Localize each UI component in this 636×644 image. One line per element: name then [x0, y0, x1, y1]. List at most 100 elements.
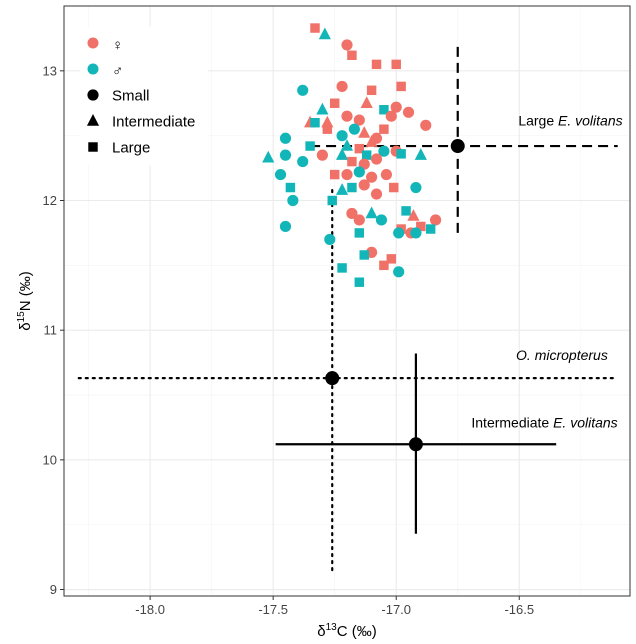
- data-point-male-circle: [336, 130, 348, 142]
- data-point-male-circle: [353, 166, 365, 178]
- data-point-male-triangle: [316, 102, 329, 115]
- data-point-male-square: [396, 149, 406, 159]
- summary-point: [450, 139, 465, 154]
- data-point-male-triangle: [340, 139, 354, 151]
- summary-label-part: O. micropterus: [516, 347, 608, 363]
- data-point-female-triangle: [358, 126, 371, 138]
- data-point-female-circle: [316, 149, 328, 161]
- data-point-male-square: [347, 182, 357, 193]
- data-point-male-circle: [279, 132, 292, 144]
- data-point-female-square: [379, 260, 389, 271]
- data-point-female-square: [322, 124, 333, 134]
- data-point-male-square: [305, 141, 315, 151]
- y-tick-label: 11: [44, 323, 58, 338]
- data-point-male-square: [337, 263, 347, 273]
- data-point-female-square: [386, 254, 397, 264]
- summary-point: [408, 437, 423, 452]
- legend-key-color: [87, 37, 99, 49]
- data-point-female-circle: [341, 168, 353, 181]
- x-axis-title: δ13C (‰): [317, 622, 376, 640]
- data-point-female-triangle: [360, 96, 373, 108]
- y-tick-label: 10: [43, 452, 57, 467]
- data-point-male-circle: [279, 220, 292, 233]
- data-point-male-triangle: [336, 148, 349, 160]
- data-point-male-circle: [287, 194, 299, 207]
- legend-key-shape: [88, 142, 98, 152]
- legend-label: Large: [112, 140, 150, 157]
- data-point-male-circle: [393, 266, 405, 278]
- data-point-female-triangle: [365, 135, 378, 147]
- legend-label: Intermediate: [112, 114, 195, 131]
- summary-points: [325, 139, 465, 452]
- data-point-female-circle: [341, 110, 353, 122]
- data-point-female-triangle: [407, 209, 420, 221]
- summary-label: Large E. volitans: [518, 112, 622, 128]
- data-point-male-circle: [279, 149, 292, 161]
- legend: ♀ ♂ Small Intermediate Large: [80, 27, 208, 165]
- x-tick-label: -18.0: [135, 602, 165, 617]
- data-point-female-circle: [380, 168, 392, 181]
- data-point-male-triangle: [336, 183, 349, 195]
- data-point-male-triangle: [365, 206, 378, 219]
- summary-label: O. micropterus: [516, 347, 608, 363]
- x-axis: -18.0 -17.5 -17.0 -16.5: [135, 596, 534, 617]
- data-point-female-square: [371, 59, 382, 70]
- x-axis-title-rest: C (‰): [337, 623, 377, 640]
- legend-label: ♂: [112, 63, 123, 80]
- data-point-female-circle: [430, 214, 442, 226]
- data-point-female-square: [391, 59, 401, 70]
- data-point-female-square: [310, 23, 320, 33]
- y-axis: 9 10 11 12 13: [43, 63, 64, 597]
- data-point-male-square: [361, 150, 372, 160]
- data-point-female-circle: [358, 179, 370, 191]
- data-point-male-triangle: [262, 150, 275, 163]
- data-point-female-circle: [341, 39, 353, 51]
- summary-label: Intermediate E. volitans: [471, 414, 617, 430]
- data-point-female-circle: [420, 119, 432, 131]
- data-point-male-triangle: [318, 27, 331, 40]
- data-point-female-circle: [390, 101, 402, 113]
- summary-label-part: Large: [518, 112, 558, 128]
- data-point-female-circle: [370, 153, 383, 165]
- data-point-male-circle: [378, 145, 390, 157]
- data-point-female-circle: [370, 188, 383, 200]
- data-point-female-square: [379, 124, 389, 134]
- data-point-male-circle: [410, 227, 422, 239]
- data-point-male-circle: [274, 168, 287, 181]
- data-point-male-circle: [393, 227, 405, 239]
- data-point-male-circle: [297, 156, 309, 168]
- data-point-female-circle: [346, 207, 358, 220]
- y-axis-title-rest: N (‰): [17, 271, 34, 311]
- data-point-female-circle: [353, 114, 365, 126]
- data-point-female-square: [396, 81, 406, 92]
- data-point-male-square: [327, 195, 337, 206]
- x-tick-label: -17.0: [381, 602, 411, 617]
- legend-key-shape: [86, 114, 100, 126]
- summary-label-part: Intermediate: [471, 414, 553, 430]
- summary-label-part: E. volitans: [553, 414, 618, 430]
- data-points: [262, 23, 442, 287]
- data-point-male-square: [310, 117, 320, 128]
- data-point-male-square: [359, 250, 369, 260]
- data-point-male-circle: [297, 84, 309, 96]
- x-tick-label: -16.5: [504, 602, 534, 617]
- data-point-female-square: [416, 221, 426, 232]
- data-point-female-circle: [385, 110, 397, 122]
- x-tick-label: -17.5: [258, 602, 288, 617]
- data-point-female-square: [354, 143, 365, 154]
- data-point-female-square: [347, 50, 357, 60]
- data-point-male-square: [354, 277, 365, 287]
- data-point-male-circle: [410, 181, 422, 194]
- y-axis-title: δ15N (‰): [16, 271, 34, 330]
- data-point-male-circle: [348, 123, 360, 135]
- data-point-female-square: [389, 182, 399, 193]
- y-tick-label: 13: [43, 63, 57, 78]
- data-point-male-circle: [324, 233, 336, 245]
- data-point-female-square: [329, 169, 340, 180]
- data-point-female-circle: [353, 214, 365, 226]
- data-point-female-square: [366, 85, 377, 96]
- legend-background: [80, 27, 208, 165]
- data-point-male-square: [401, 206, 411, 216]
- data-point-female-circle: [366, 171, 378, 183]
